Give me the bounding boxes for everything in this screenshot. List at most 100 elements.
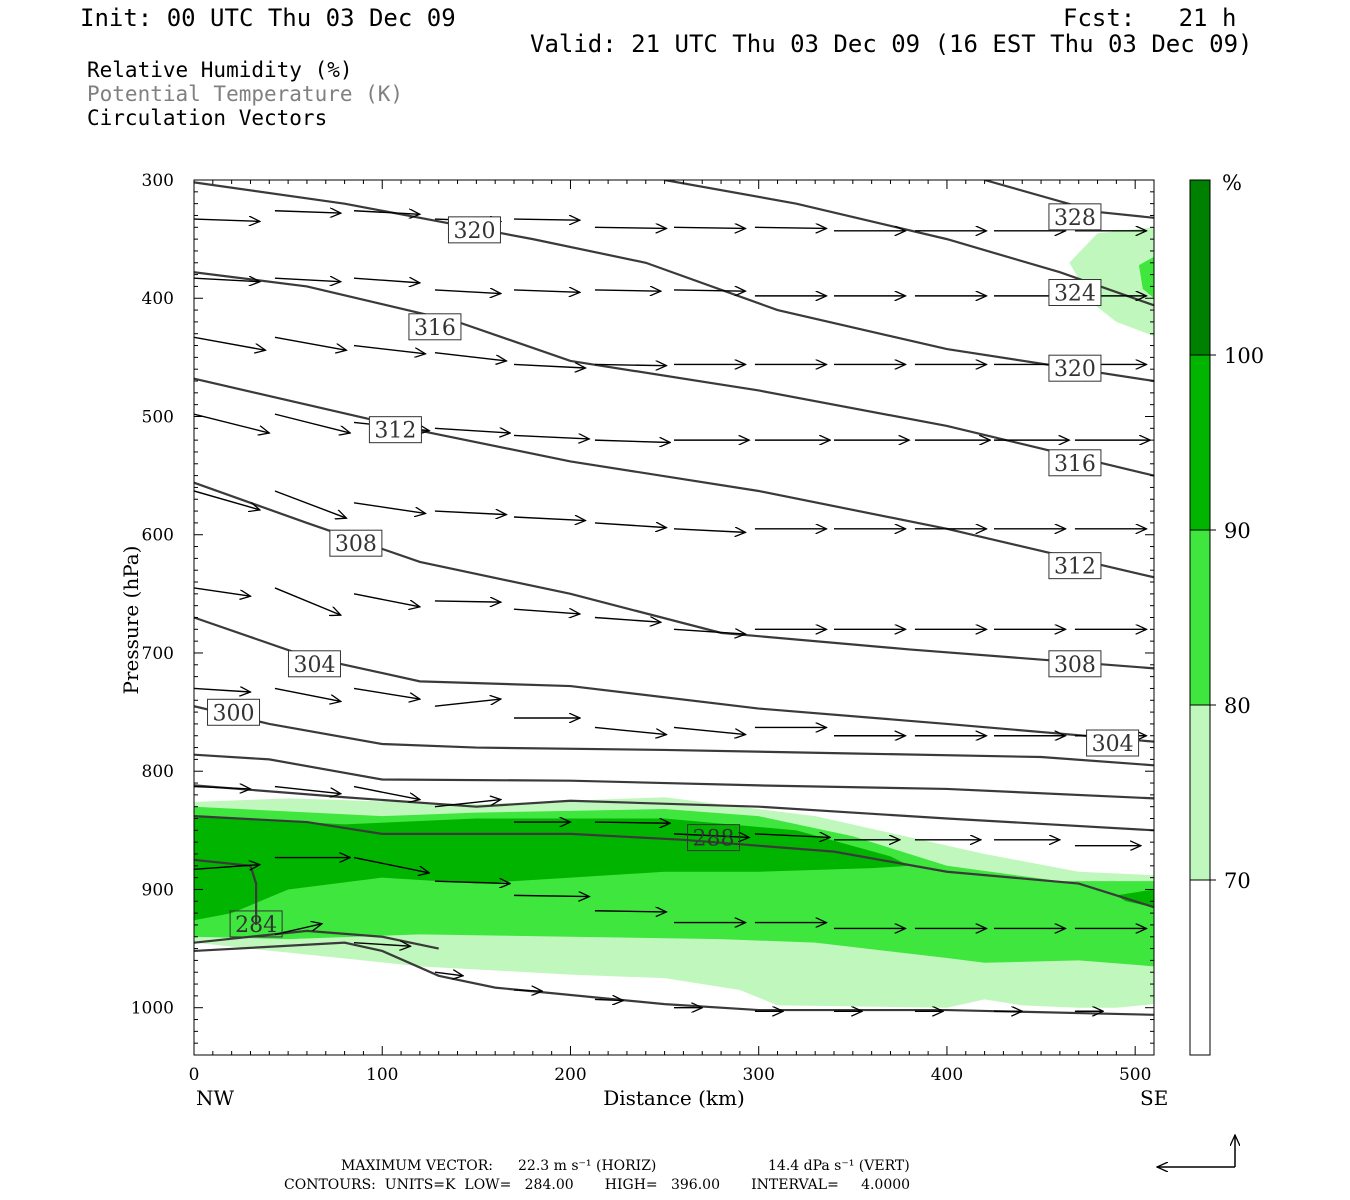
- circulation-vector: [594, 364, 667, 365]
- circulation-vector: [434, 511, 507, 515]
- rh-fill-layer: [194, 227, 1154, 1008]
- circulation-vector: [274, 687, 341, 701]
- circulation-vector: [194, 336, 266, 350]
- circulation-vector: [274, 924, 322, 936]
- circulation-vector: [353, 278, 420, 283]
- circulation-vector: [594, 911, 667, 912]
- theta-contour-316: [194, 271, 1154, 477]
- circulation-vector: [513, 364, 586, 368]
- theta-contour-320: [194, 181, 1154, 383]
- init-time: Init: 00 UTC Thu 03 Dec 09: [80, 4, 456, 32]
- contour-label: 312: [1054, 555, 1096, 580]
- circulation-vector: [353, 502, 426, 514]
- circulation-vector: [673, 290, 746, 291]
- circulation-vector: [434, 428, 510, 433]
- circulation-vector: [434, 881, 510, 883]
- circulation-vector: [513, 990, 542, 991]
- contour-label: 320: [453, 219, 495, 244]
- contour-label: 304: [1092, 732, 1134, 757]
- contour-label: 300: [213, 701, 255, 726]
- rh-region-80: [1138, 256, 1154, 299]
- contour-label-box: [329, 529, 383, 557]
- theta-contour-284: [194, 858, 258, 925]
- contour-label: 316: [414, 316, 456, 341]
- footer-horiz: 22.3 m s⁻¹ (HORIZ): [518, 1158, 657, 1174]
- x-tick-label: 200: [554, 1065, 586, 1085]
- circulation-vector: [194, 688, 250, 692]
- theta-contour-300: [194, 705, 1154, 767]
- circulation-vector: [353, 593, 420, 607]
- circulation-vector: [194, 219, 260, 221]
- circulation-vector: [194, 787, 250, 789]
- circulation-vector: [353, 785, 420, 800]
- circulation-vector: [274, 785, 341, 794]
- contour-label-box: [287, 650, 341, 678]
- circulation-vector: [434, 699, 501, 707]
- theta-contour-308: [194, 481, 1154, 670]
- forecast-hour: Fcst: 21 h: [1063, 4, 1237, 32]
- y-tick-label: 400: [142, 289, 174, 309]
- contour-label: 308: [335, 532, 377, 557]
- footer-max-vector-label: MAXIMUM VECTOR:: [341, 1158, 493, 1174]
- contour-label-box: [1048, 552, 1102, 580]
- circulation-vector: [274, 211, 341, 213]
- colorbar-label: 80: [1224, 694, 1251, 718]
- contour-label-box: [1048, 279, 1102, 307]
- circulation-vector: [434, 290, 501, 294]
- circulation-vector: [513, 895, 589, 896]
- circulation-vector: [673, 529, 746, 533]
- circulation-vector: [353, 856, 429, 873]
- rh-region-70: [1069, 227, 1154, 337]
- circulation-vector: [513, 435, 589, 439]
- circulation-vector: [594, 999, 623, 1000]
- colorbar-unit: %: [1222, 171, 1242, 195]
- reference-vector-icon: [1157, 1135, 1235, 1167]
- contour-label: 312: [374, 419, 416, 444]
- contour-label: 324: [1054, 282, 1096, 307]
- circulation-vector: [194, 865, 260, 870]
- circulation-vector: [513, 517, 586, 521]
- colorbar-label: 90: [1224, 519, 1251, 543]
- contour-label-layer: 284 288 300 304 308 312 316 320 324 328 320 316 312 3…: [207, 203, 1140, 938]
- contour-label-box: [207, 698, 261, 726]
- circulation-vector: [673, 834, 749, 838]
- contour-label-box: [229, 910, 283, 938]
- y-tick-label: 300: [142, 171, 174, 191]
- colorbar-label: 100: [1224, 344, 1264, 368]
- circulation-vector: [194, 587, 250, 596]
- circulation-vector: [594, 618, 661, 623]
- rh-region-90: [1116, 889, 1154, 908]
- contour-label-box: [1048, 650, 1102, 678]
- theta-contour-unlabeled: [194, 753, 1154, 800]
- colorbar-segment: [1190, 180, 1210, 355]
- y-tick-label: 500: [142, 407, 174, 427]
- circulation-vector: [353, 943, 410, 947]
- colorbar-segment: [1190, 705, 1210, 880]
- contour-label: 320: [1054, 357, 1096, 382]
- colorbar-segment: [1190, 530, 1210, 705]
- contour-label: 284: [235, 913, 277, 938]
- theta-contour-unlabeled: [194, 941, 1154, 1016]
- x-tick-label: 100: [366, 1065, 398, 1085]
- y-tick-label: 800: [142, 762, 174, 782]
- theta-contour-unlabeled: [194, 784, 1154, 832]
- contour-label: 288: [693, 827, 735, 852]
- circulation-vector: [353, 687, 420, 699]
- circulation-vector: [434, 972, 463, 976]
- circulation-vector: [513, 609, 580, 614]
- footer-vert: 14.4 dPa s⁻¹ (VERT): [768, 1158, 910, 1174]
- circulation-vector: [434, 351, 507, 361]
- x-tick-label: 500: [1119, 1065, 1151, 1085]
- circulation-vector: [194, 278, 260, 282]
- contour-label-box: [368, 416, 422, 444]
- circulation-vector: [274, 587, 341, 615]
- contour-label: 328: [1054, 206, 1096, 231]
- circulation-vector: [594, 822, 670, 823]
- contour-label-box: [1048, 203, 1102, 231]
- colorbar-label: 70: [1224, 869, 1251, 893]
- circulation-vector: [274, 278, 341, 282]
- footer-contours: CONTOURS: UNITS=K LOW= 284.00 HIGH= 396.…: [284, 1177, 911, 1193]
- circulation-vector: [194, 490, 260, 510]
- circulation-vector: [594, 440, 670, 442]
- circulation-vector: [194, 413, 269, 433]
